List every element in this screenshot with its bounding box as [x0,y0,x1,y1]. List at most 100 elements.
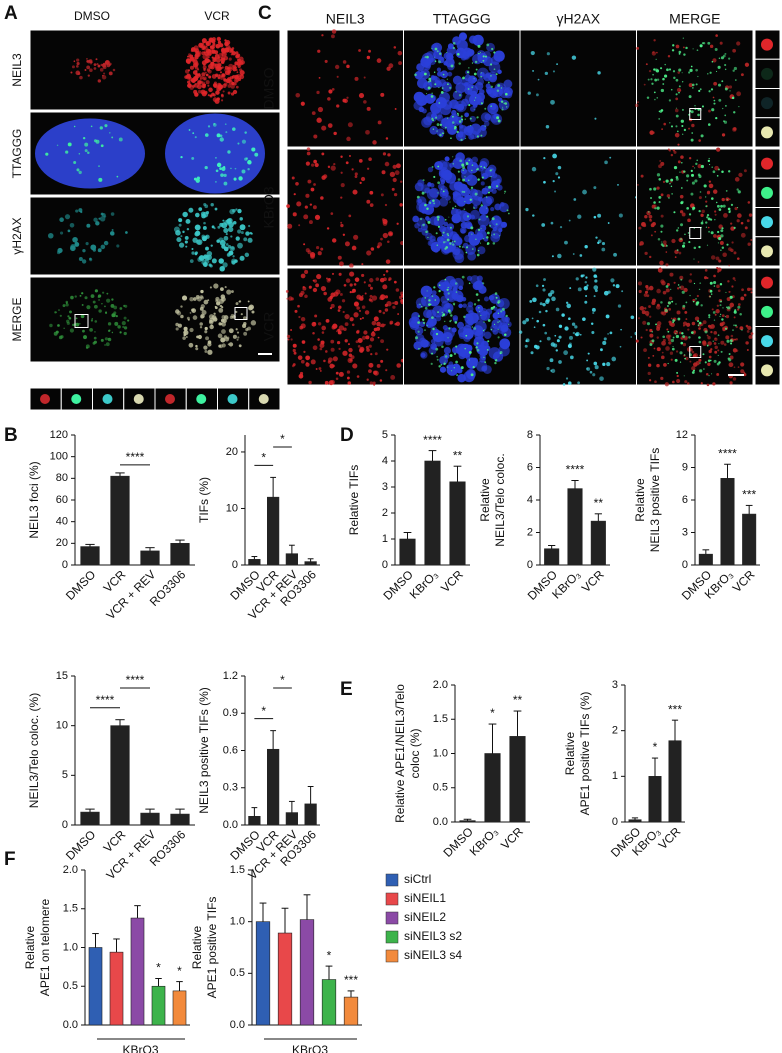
micrograph-spot [435,332,439,336]
micrograph-spot [450,314,453,317]
micrograph-spot [487,340,490,343]
micrograph-spot [366,378,369,381]
micrograph-spot [196,68,200,71]
micrograph-spot [734,279,737,282]
micrograph-spot [345,278,351,283]
micrograph-spot [701,220,704,222]
micrograph-spot [459,125,468,134]
micrograph-spot [438,91,450,103]
micrograph-spot [743,169,747,173]
micrograph-spot [474,280,484,291]
micrograph-spot [222,262,228,268]
micrograph-spot [446,364,452,370]
micrograph-spot [716,304,719,307]
micrograph-spot [732,277,736,280]
micrograph-spot [743,293,747,297]
micrograph-spot [184,75,188,79]
micrograph-spot [658,118,661,120]
micrograph-spot [464,176,466,178]
micrograph-spot [195,344,198,348]
micrograph-spot [648,305,651,308]
micrograph-spot [84,142,89,147]
micrograph-spot [582,317,586,322]
micrograph-spot [476,135,479,138]
micrograph-spot [461,246,464,248]
micrograph-spot [217,333,223,339]
micrograph-spot [673,76,676,80]
micrograph-spot [239,68,243,72]
micrograph-spot [476,275,483,282]
micrograph-spot [542,288,546,292]
micrograph-spot [707,160,710,162]
micrograph-spot [209,45,214,50]
micrograph-spot [710,231,714,235]
micrograph-spot [451,121,455,124]
micrograph-spot [480,134,483,137]
micrograph-spot [445,246,449,249]
micrograph-spot [546,336,551,341]
micrograph-spot [462,178,466,182]
micrograph-spot [216,65,222,71]
significance: **** [126,673,145,687]
micrograph-spot [573,198,577,201]
micrograph-spot [240,313,243,316]
micrograph-spot [358,309,362,312]
micrograph-spot [233,78,239,83]
legend-swatch [385,949,399,963]
micrograph-spot [76,168,80,172]
micrograph-spot [323,359,326,363]
micrograph-spot [454,321,458,324]
micrograph-spot [207,349,213,355]
micrograph-spot [527,91,531,95]
micrograph-spot [452,207,454,210]
micrograph-spot [106,292,109,295]
micrograph-spot [188,207,194,213]
micrograph-spot [213,81,218,85]
micrograph-spot [677,284,680,286]
micrograph-spot [700,213,704,217]
micrograph-spot [700,134,704,138]
micrograph-spot [450,137,452,139]
micrograph-spot [238,176,243,181]
micrograph-spot [67,315,70,318]
micrograph-spot [337,309,341,312]
micrograph-spot [188,53,191,57]
micrograph-spot [456,52,460,56]
micrograph-spot [688,336,691,339]
micrograph-spot [720,340,725,345]
micrograph-spot [102,291,105,294]
micrograph-spot [690,138,694,142]
micrograph-spot [714,213,717,216]
micrograph-spot [461,169,473,182]
micrograph-spot [85,346,89,349]
micrograph-spot [106,298,111,303]
micrograph-spot [449,311,452,315]
micrograph-spot [568,317,571,321]
micrograph-spot [356,294,362,300]
micrograph-spot [690,331,694,335]
micrograph-spot [465,355,471,360]
micrograph-spot [545,309,548,313]
micrograph-spot [454,205,457,208]
micrograph-spot [235,69,238,72]
micrograph-spot [490,207,495,212]
micrograph-spot [507,323,510,326]
micrograph-spot [484,107,487,110]
micrograph-spot [104,124,108,128]
micrograph-spot [340,223,344,228]
micrograph-spot [484,55,487,58]
micrograph-spot [459,48,472,61]
micrograph-spot [444,156,450,162]
micrograph-spot [708,349,712,354]
micrograph-spot [697,163,702,169]
micrograph-spot [480,61,482,63]
micrograph-spot [287,338,290,341]
micrograph-spot [96,63,99,66]
micrograph-spot [635,339,639,343]
micrograph-spot [709,296,711,298]
micrograph-spot [335,377,339,381]
row-label: TTAGGG [10,129,24,179]
micrograph-spot [651,331,653,333]
micrograph-spot [366,106,371,111]
